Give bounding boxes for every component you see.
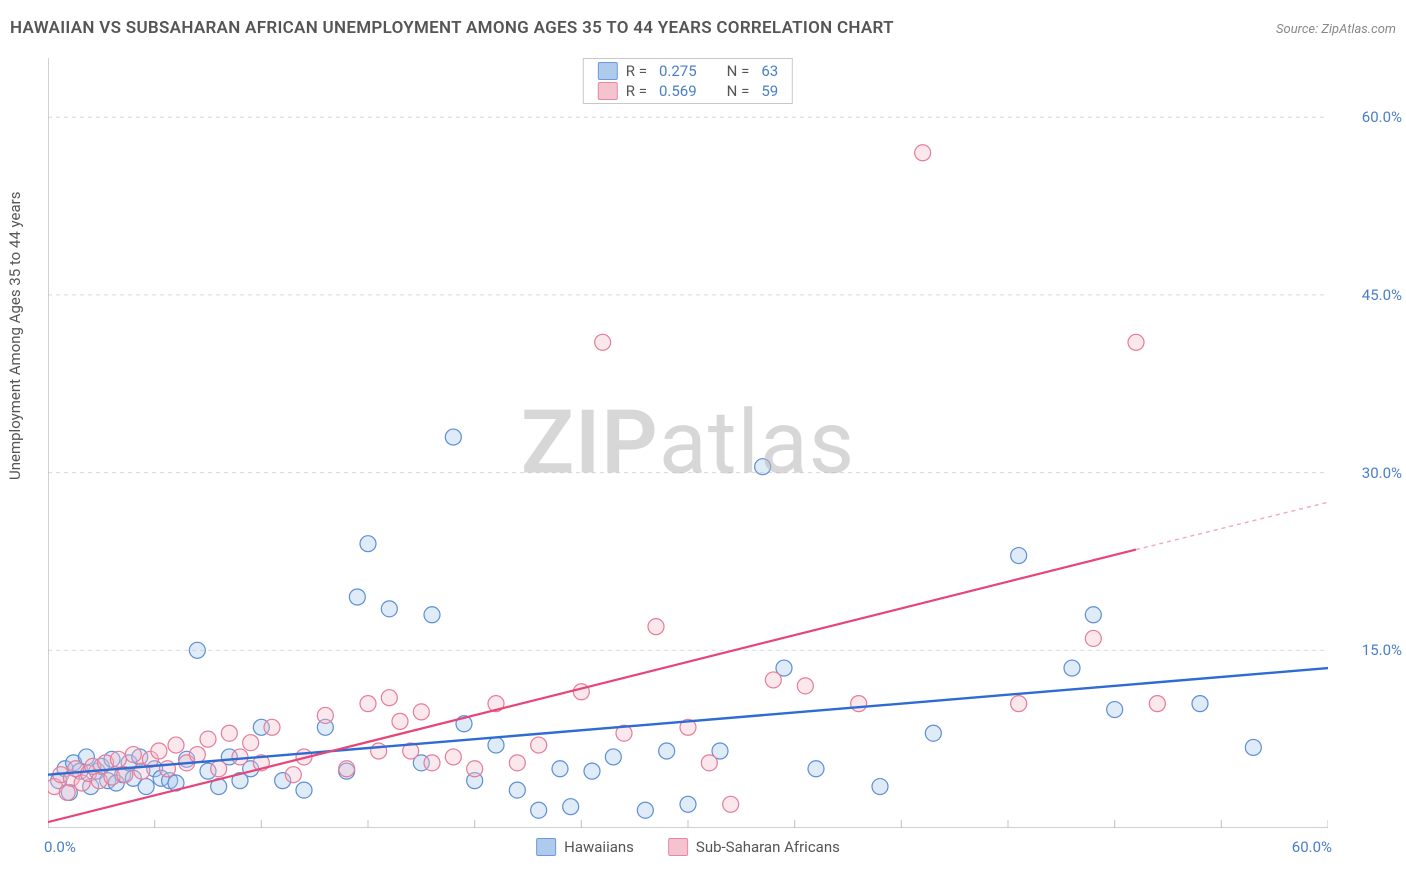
chart-title: HAWAIIAN VS SUBSAHARAN AFRICAN UNEMPLOYM…	[10, 18, 894, 38]
chart-source: Source: ZipAtlas.com	[1276, 22, 1396, 37]
legend-label: Sub-Saharan Africans	[696, 838, 840, 856]
y-axis-label: Unemployment Among Ages 35 to 44 years	[6, 192, 24, 480]
legend-label: Hawaiians	[564, 838, 634, 856]
n-label: N =	[727, 62, 750, 80]
y-tick-label: 45.0%	[1362, 286, 1402, 304]
legend-swatch-hawaiians	[598, 62, 618, 80]
legend-swatch-subsaharan	[668, 838, 688, 856]
y-tick-label: 60.0%	[1362, 108, 1402, 126]
x-tick-label: 60.0%	[1292, 838, 1332, 856]
n-label: N =	[727, 82, 750, 100]
legend-item-hawaiians: Hawaiians	[536, 838, 634, 856]
r-value: 0.275	[659, 62, 697, 80]
r-value: 0.569	[659, 82, 697, 100]
y-tick-label: 30.0%	[1362, 464, 1402, 482]
r-label: R =	[626, 62, 647, 80]
y-tick-label: 15.0%	[1362, 641, 1402, 659]
legend-swatch-subsaharan	[598, 82, 618, 100]
plot-area: ZIPatlas R = 0.275 N = 63 R = 0.569 N = …	[48, 58, 1328, 828]
legend-swatch-hawaiians	[536, 838, 556, 856]
legend-item-subsaharan: Sub-Saharan Africans	[668, 838, 840, 856]
series-legend: Hawaiians Sub-Saharan Africans	[536, 838, 840, 856]
scatter-plot-svg	[48, 58, 1328, 828]
x-tick-label: 0.0%	[44, 838, 76, 856]
legend-row-subsaharan: R = 0.569 N = 59	[584, 81, 792, 101]
correlation-legend: R = 0.275 N = 63 R = 0.569 N = 59	[583, 58, 793, 104]
r-label: R =	[626, 82, 647, 100]
legend-row-hawaiians: R = 0.275 N = 63	[584, 61, 792, 81]
n-value: 63	[761, 62, 778, 80]
n-value: 59	[761, 82, 778, 100]
chart-header: HAWAIIAN VS SUBSAHARAN AFRICAN UNEMPLOYM…	[10, 18, 1396, 38]
